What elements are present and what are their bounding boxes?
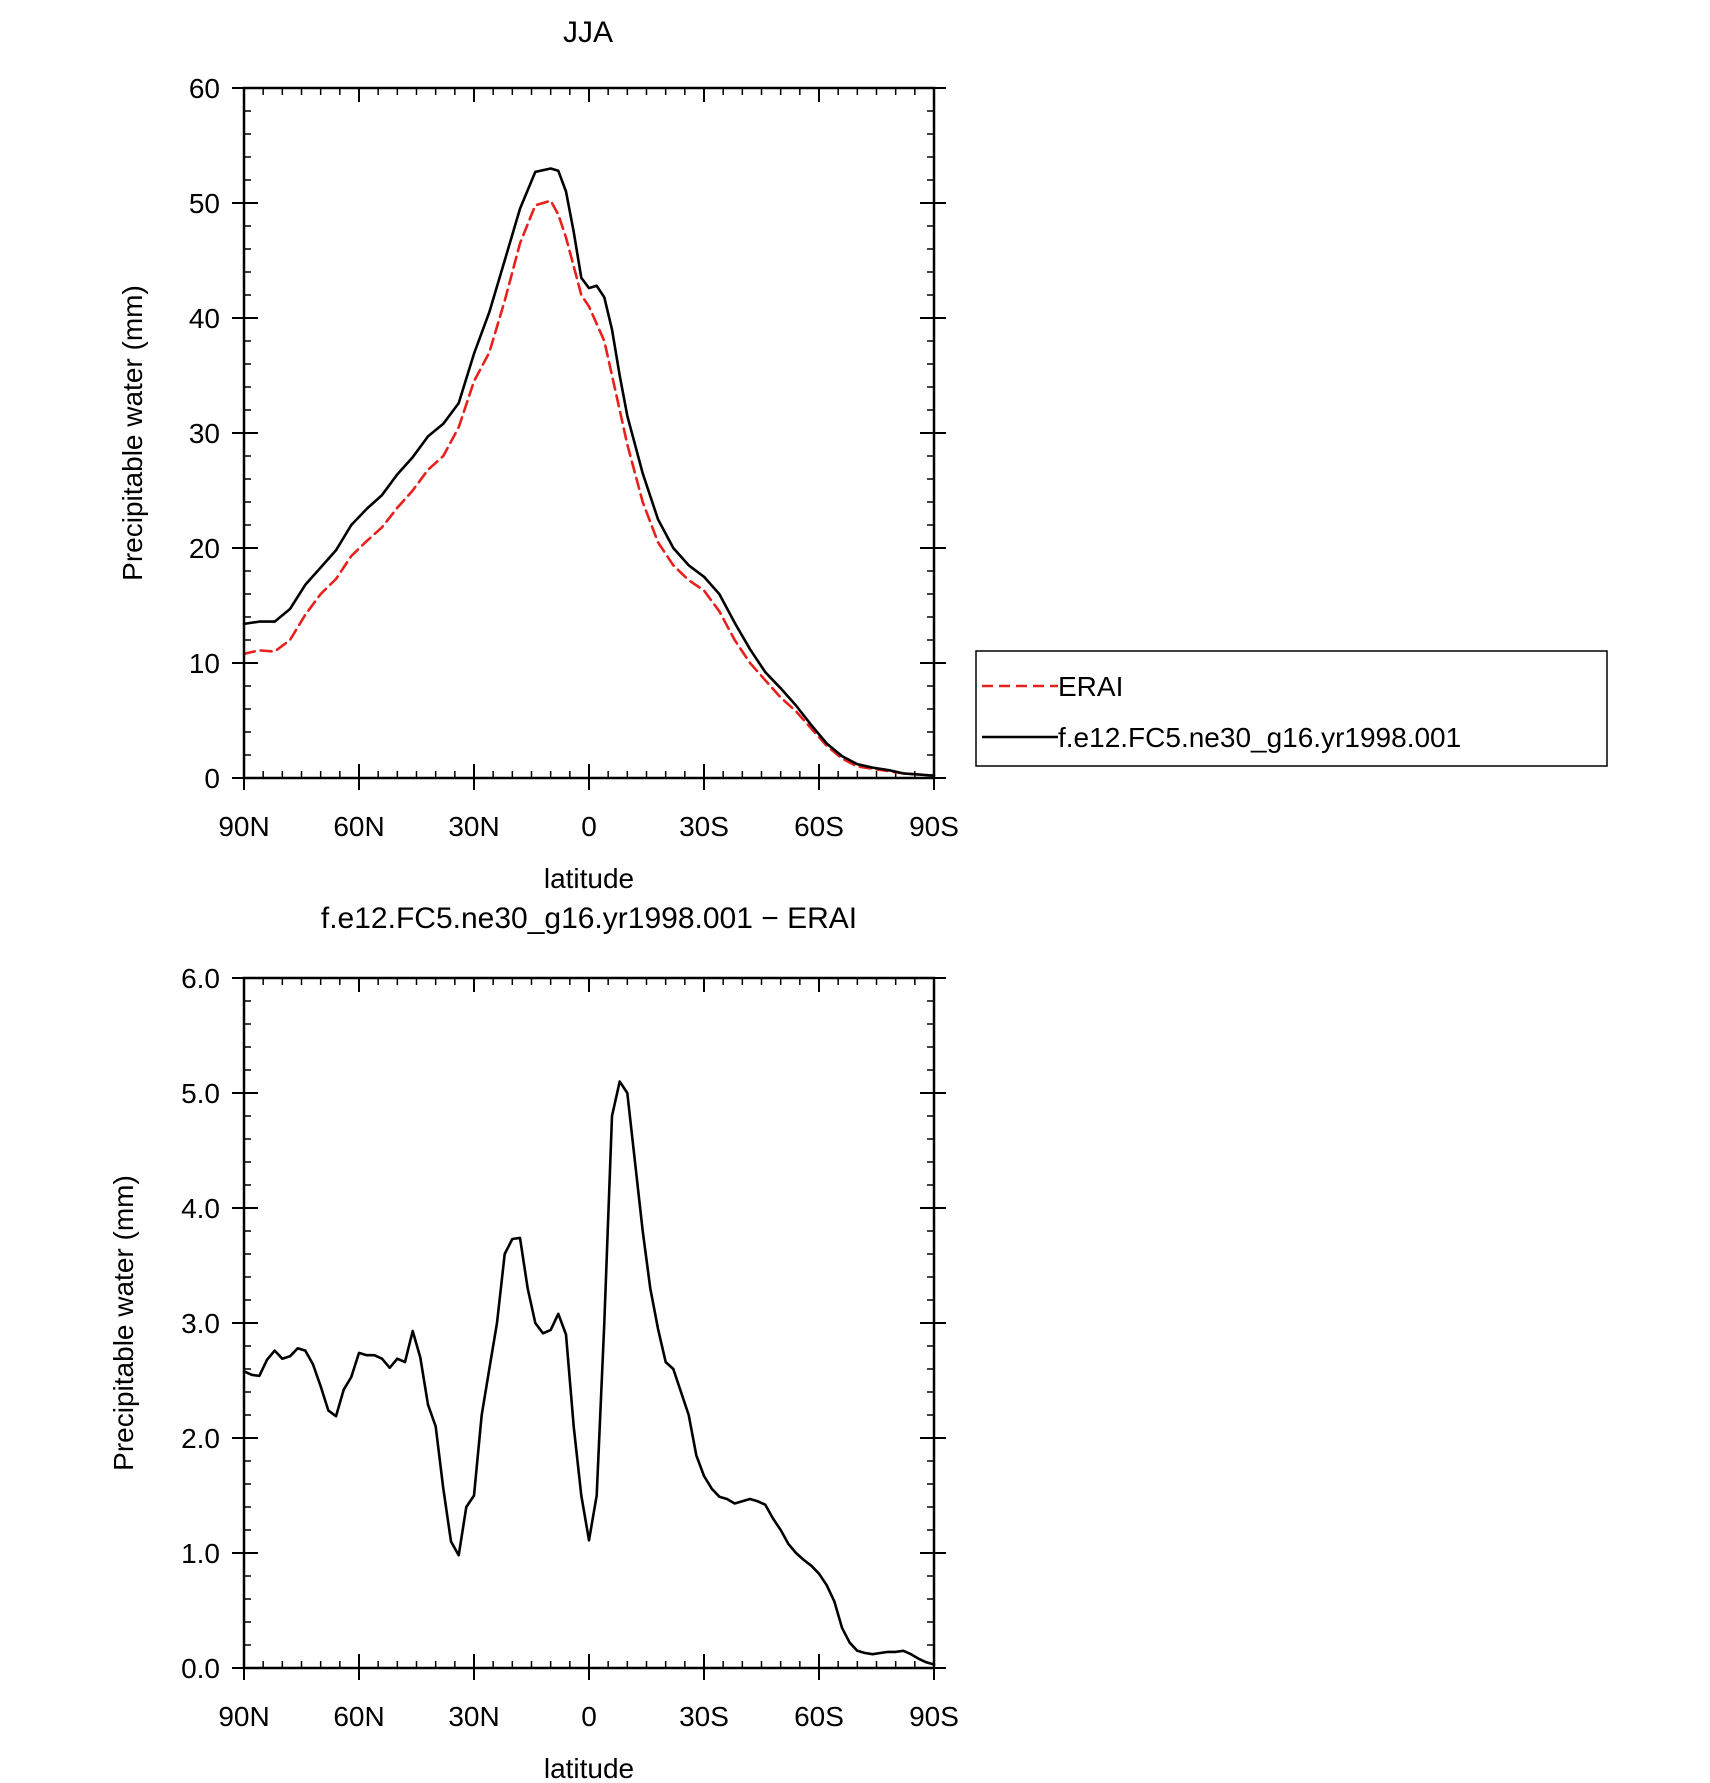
y-tick-label: 0.0 xyxy=(181,1653,220,1684)
series-line-difference xyxy=(242,1080,936,1666)
x-axis-label: latitude xyxy=(544,1753,634,1783)
x-tick-label: 0 xyxy=(581,1701,597,1732)
tick-labels: 90N 60N 30N 0 30S 60S 90S 0 10 20 30 40 50 60 xyxy=(189,73,959,842)
legend: ERAI f.e12.FC5.ne30_g16.yr1998.001 xyxy=(975,650,1608,767)
y-tick-label: 1.0 xyxy=(181,1538,220,1569)
chart-title: JJA xyxy=(563,16,613,49)
plot-frame xyxy=(242,976,936,1670)
x-axis-label: latitude xyxy=(544,863,634,894)
x-tick-label: 90S xyxy=(909,1701,959,1732)
x-tick-label: 90S xyxy=(909,811,959,842)
x-tick-label: 0 xyxy=(581,811,597,842)
series-line-erai xyxy=(242,199,936,778)
plot-frame xyxy=(242,86,936,780)
y-axis-label: Precipitable water (mm) xyxy=(117,285,148,581)
legend-box xyxy=(975,650,1608,767)
x-tick-label: 90N xyxy=(218,1701,269,1732)
x-tick-label: 60N xyxy=(333,1701,384,1732)
y-tick-label: 20 xyxy=(189,533,220,564)
y-tick-label: 10 xyxy=(189,648,220,679)
x-tick-label: 60S xyxy=(794,1701,844,1732)
y-tick-label: 6.0 xyxy=(181,963,220,994)
y-tick-label: 3.0 xyxy=(181,1308,220,1339)
y-tick-label: 2.0 xyxy=(181,1423,220,1454)
series-line-f-e12-fc5-ne30-g16-yr1998-001 xyxy=(242,167,936,778)
plot-series xyxy=(242,1080,936,1666)
x-tick-label: 30S xyxy=(679,1701,729,1732)
y-tick-label: 40 xyxy=(189,303,220,334)
tick-labels: 90N 60N 30N 0 30S 60S 90S 0.0 1.0 2.0 3.0 4.0 5.0 6.0 xyxy=(181,963,959,1732)
x-tick-label: 30N xyxy=(448,811,499,842)
tick-marks xyxy=(232,977,946,1680)
y-tick-label: 5.0 xyxy=(181,1078,220,1109)
x-tick-label: 30S xyxy=(679,811,729,842)
chart-title: f.e12.FC5.ne30_g16.yr1998.001 − ERAI xyxy=(321,902,857,935)
panel-bottom: f.e12.FC5.ne30_g16.yr1998.001 − ERAI 90N… xyxy=(108,902,959,1783)
legend-label-erai: ERAI xyxy=(1058,671,1123,702)
x-tick-label: 60S xyxy=(794,811,844,842)
tick-marks xyxy=(232,87,946,790)
y-tick-label: 30 xyxy=(189,418,220,449)
legend-label-model: f.e12.FC5.ne30_g16.yr1998.001 xyxy=(1058,722,1461,753)
y-tick-label: 4.0 xyxy=(181,1193,220,1224)
plot-series xyxy=(242,167,936,778)
x-tick-label: 60N xyxy=(333,811,384,842)
y-tick-label: 60 xyxy=(189,73,220,104)
x-tick-label: 30N xyxy=(448,1701,499,1732)
panel-top: JJA 90N 60N 30N 0 30S 60S 90S 0 10 20 30 40 50 60 lat… xyxy=(117,16,1608,894)
x-tick-label: 90N xyxy=(218,811,269,842)
y-axis-label: Precipitable water (mm) xyxy=(108,1175,139,1471)
y-tick-label: 0 xyxy=(204,763,220,794)
y-tick-label: 50 xyxy=(189,188,220,219)
